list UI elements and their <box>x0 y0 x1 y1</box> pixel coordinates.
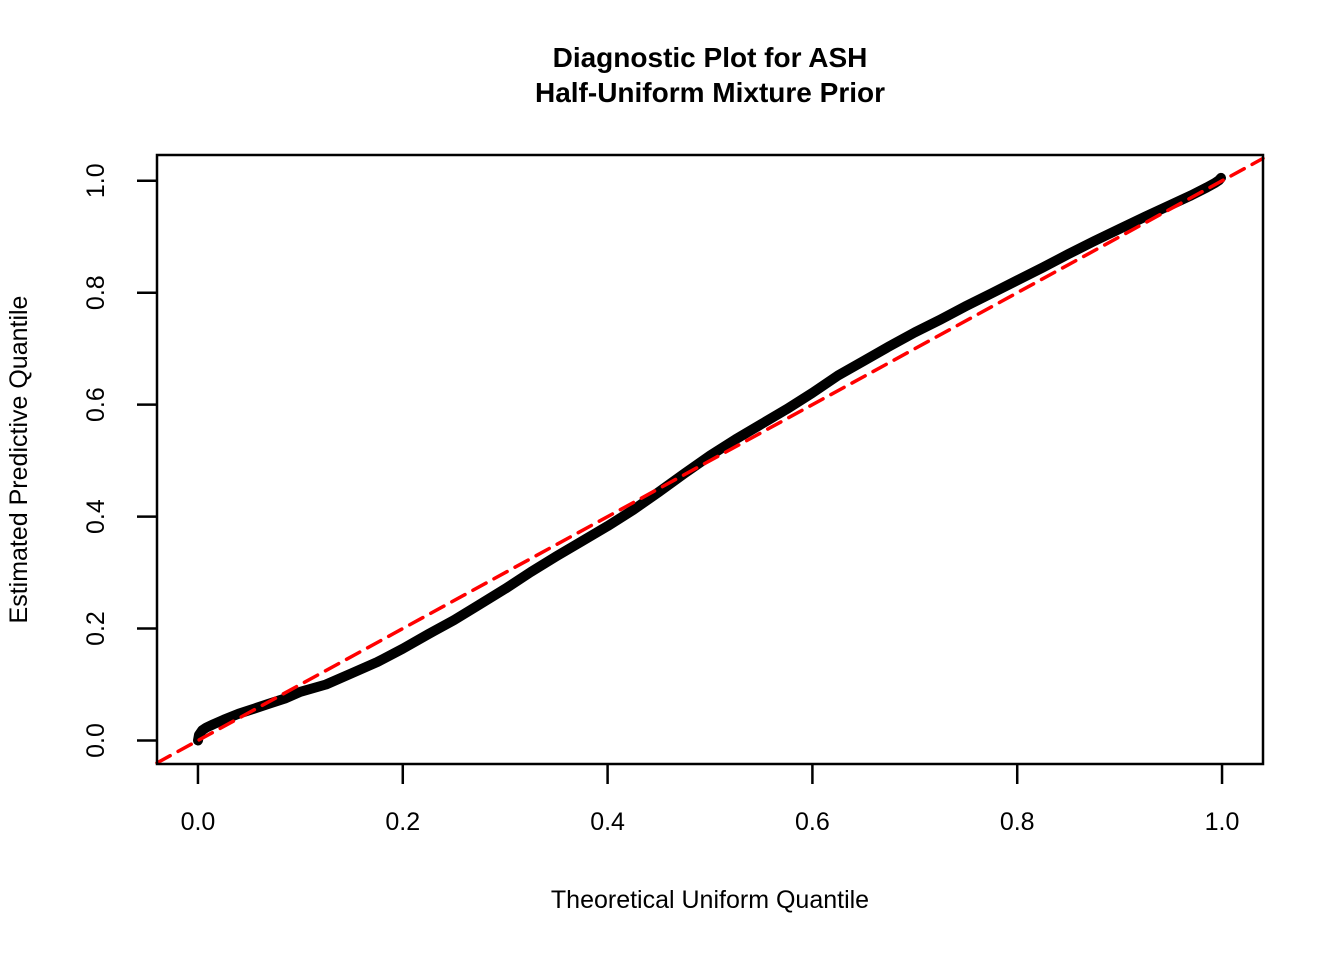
y-tick-label: 0.2 <box>82 611 110 646</box>
y-tick-label: 0.4 <box>82 499 110 534</box>
y-tick-label: 0.6 <box>82 387 110 422</box>
y-tick-label: 1.0 <box>82 163 110 198</box>
plot-title-line-1: Diagnostic Plot for ASH <box>553 42 868 73</box>
plot-box <box>155 153 1265 766</box>
y-axis-title: Estimated Predictive Quantile <box>5 296 33 624</box>
x-tick-label: 0.6 <box>795 808 830 836</box>
identity-reference-line <box>155 156 1265 765</box>
x-tick-label: 0.0 <box>181 808 216 836</box>
x-axis-group: 0.0 0.2 0.4 0.6 0.8 1.0 <box>181 764 1240 836</box>
x-tick-label: 0.2 <box>385 808 420 836</box>
data-series-group <box>155 156 1265 765</box>
x-tick-label: 0.4 <box>590 808 625 836</box>
plot-title-line-2: Half-Uniform Mixture Prior <box>535 77 885 108</box>
x-tick-label: 1.0 <box>1205 808 1240 836</box>
y-tick-label: 0.0 <box>82 723 110 758</box>
x-tick-label: 0.8 <box>1000 808 1035 836</box>
plot-box-group <box>155 153 1265 766</box>
y-axis-group: 0.0 0.2 0.4 0.6 0.8 1.0 <box>82 163 157 758</box>
y-tick-label: 0.8 <box>82 275 110 310</box>
x-axis-title: Theoretical Uniform Quantile <box>551 886 869 914</box>
